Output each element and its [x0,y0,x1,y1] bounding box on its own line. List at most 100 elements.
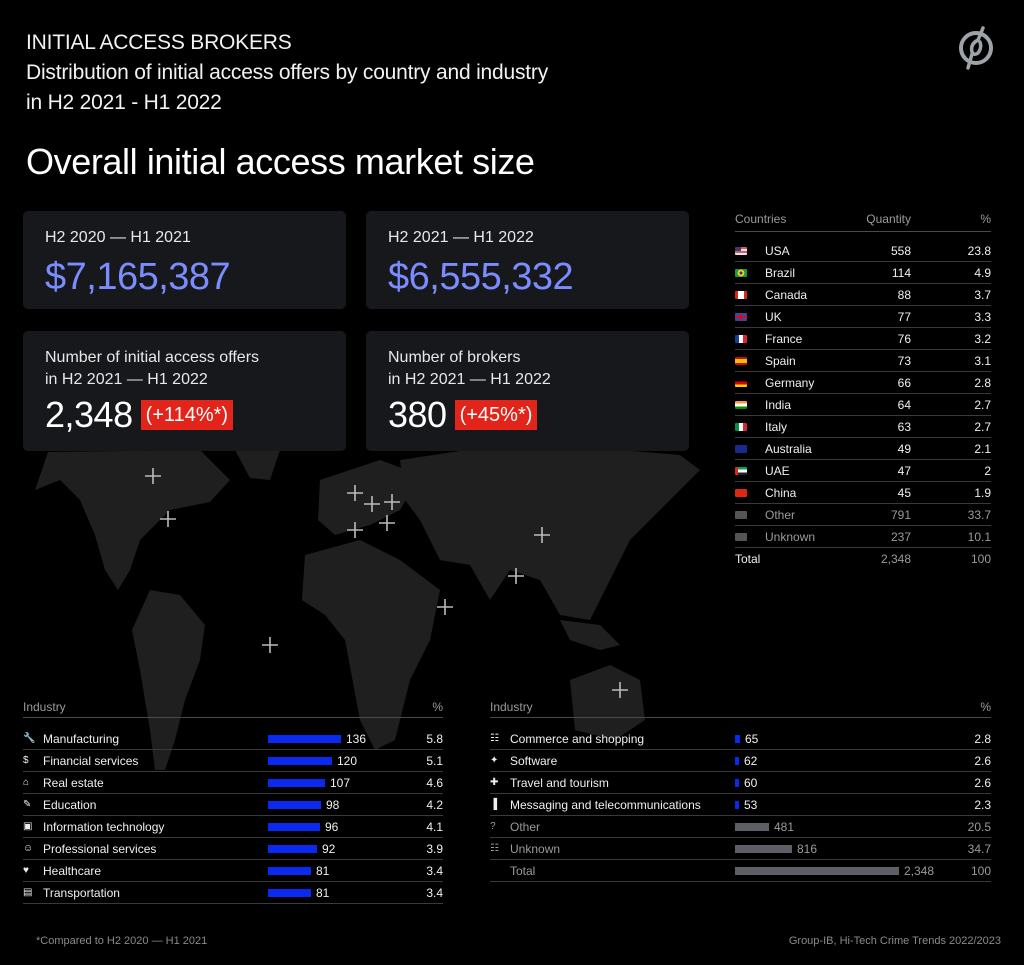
col-quantity: Quantity [866,212,911,226]
brokers-count-card: Number of brokers in H2 2021 — H1 2022 3… [366,331,689,451]
country-name: UK [765,309,782,324]
total-qty: 2,348 [880,552,911,566]
market-size-prev-card: H2 2020 — H1 2021 $7,165,387 [23,211,346,309]
country-pct: 2.7 [974,397,991,412]
country-pct: 3.7 [974,287,991,302]
industry-name: Healthcare [43,863,102,878]
industry-right-header: Industry % [490,700,991,718]
country-pct: 1.9 [974,485,991,500]
country-name: Other [765,507,796,522]
country-row: Canada 88 3.7 [735,284,991,306]
industry-pct: 3.4 [426,885,443,900]
country-name: Germany [765,375,815,390]
report-subtitle-line1: Distribution of initial access offers by… [26,61,548,84]
industry-left-header: Industry % [23,700,443,718]
uk-flag-icon [735,313,747,322]
country-row: Australia 49 2.1 [735,438,991,460]
country-name: USA [765,243,790,258]
industry-row: Total 2,348 100 [490,860,991,882]
country-name: France [765,331,803,346]
unknown-icon [735,533,747,542]
industry-name: Transportation [43,885,120,900]
total-label: Total [735,552,761,566]
prev-period-value: $7,165,387 [45,256,231,298]
country-row: Germany 66 2.8 [735,372,991,394]
industry-value: 136 [346,731,367,746]
country-row: China 45 1.9 [735,482,991,504]
question-icon: ? [490,821,496,832]
china-flag-icon [735,489,747,498]
map-marker-europe [384,494,400,510]
country-pct: 2.1 [974,441,991,456]
country-name: UAE [765,463,790,478]
industry-bar [735,822,769,831]
industry-row: ▤ Transportation 81 3.4 [23,882,443,904]
country-name: Canada [765,287,808,302]
header: INITIAL ACCESS BROKERS Distribution of i… [26,28,548,118]
country-row: USA 558 23.8 [735,240,991,262]
country-pct: 3.3 [974,309,991,324]
germany-flag-icon [735,379,747,388]
industry-row: ☷ Unknown 816 34.7 [490,838,991,860]
report-subtitle-line2: in H2 2021 - H1 2022 [26,91,222,114]
industry-row: ♥ Healthcare 81 3.4 [23,860,443,882]
map-marker-spain [347,522,363,538]
industry-value: 96 [325,819,339,834]
market-size-curr-card: H2 2021 — H1 2022 $6,555,332 [366,211,689,309]
country-pct: 2.8 [974,375,991,390]
italy-flag-icon [735,423,747,432]
group-ib-logo-icon [959,26,993,70]
industry-value: 107 [330,775,351,790]
home-icon: ⌂ [23,777,30,788]
industry-value: 53 [744,797,758,812]
country-pct: 2.7 [974,419,991,434]
world-map [35,445,700,770]
industry-name: Software [510,753,558,768]
map-marker-africa [437,599,453,615]
offers-count-card: Number of initial access offers in H2 20… [23,331,346,451]
pencil-icon: ✎ [23,799,32,810]
brokers-value: 380 [388,394,447,435]
map-marker-germany [364,496,380,512]
country-row: Spain 73 3.1 [735,350,991,372]
industry-bar [268,734,341,743]
industry-value: 65 [745,731,759,746]
industry-name: Messaging and telecommunications [510,797,701,812]
industry-value: 81 [316,863,330,878]
country-qty: 114 [891,265,911,280]
india-flag-icon [735,401,747,410]
map-land [35,445,700,770]
industry-name: Information technology [43,819,165,834]
industry-bar [268,888,311,897]
france-flag-icon [735,335,747,344]
country-pct: 2 [984,463,991,478]
spain-flag-icon [735,357,747,366]
industry-row: ▣ Information technology 96 4.1 [23,816,443,838]
chip-icon: ▣ [23,821,33,832]
map-marker-uk [347,485,363,501]
industry-name: Other [510,819,541,834]
col-countries: Countries [735,212,787,226]
industry-row: ▐ Messaging and telecommunications 53 2.… [490,794,991,816]
country-row: Italy 63 2.7 [735,416,991,438]
industry-value: 2,348 [904,863,935,878]
car-icon: ▤ [23,887,33,898]
country-pct: 3.2 [974,331,991,346]
report-kicker: INITIAL ACCESS BROKERS [26,31,292,54]
offers-label-line2: in H2 2021 — H1 2022 [45,371,208,388]
industry-value: 60 [744,775,758,790]
map-marker-australia [612,682,628,698]
country-qty: 791 [890,507,911,522]
industry-name: Professional services [43,841,157,856]
industry-table-left: Industry % 🔧 Manufacturing 136 5.8 $ Fin… [23,700,443,904]
industry-bar [735,844,792,853]
country-name: Spain [765,353,796,368]
heart-icon: ♥ [23,865,29,876]
brokers-label-line2: in H2 2021 — H1 2022 [388,371,551,388]
other-icon [735,511,747,520]
source-credit: Group-IB, Hi-Tech Crime Trends 2022/2023 [788,935,1001,947]
country-qty: 63 [897,419,911,434]
industry-row: ✚ Travel and tourism 60 2.6 [490,772,991,794]
industry-pct: 4.1 [426,819,443,834]
country-qty: 558 [890,243,911,258]
